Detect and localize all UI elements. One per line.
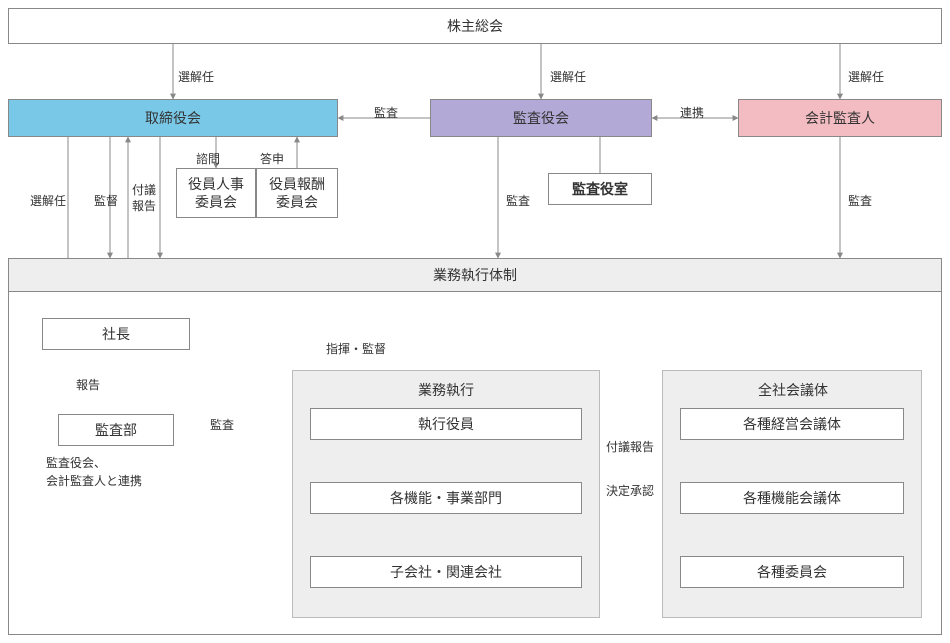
node-label: 社長 — [102, 324, 130, 344]
edge-label: 報告 — [76, 376, 100, 393]
node-divisions: 各機能・事業部門 — [310, 482, 582, 514]
node-subsidiaries: 子会社・関連会社 — [310, 556, 582, 588]
node-board-of-directors: 取締役会 — [8, 99, 338, 137]
node-mgmt-councils: 各種経営会議体 — [680, 408, 904, 440]
node-label: 各機能・事業部門 — [390, 488, 502, 508]
edge-label: 監査 — [210, 416, 234, 433]
node-various-committees: 各種委員会 — [680, 556, 904, 588]
node-remuneration-committee: 役員報酬 委員会 — [256, 168, 338, 218]
group-title-councils: 全社会議体 — [758, 380, 828, 400]
edge-label: 監督 — [94, 192, 118, 209]
node-func-councils: 各種機能会議体 — [680, 482, 904, 514]
edge-label: 諮問 — [196, 150, 220, 167]
edge-label: 答申 — [260, 150, 284, 167]
edge-label: 付議 報告 — [132, 183, 156, 214]
edge-label: 選解任 — [550, 68, 586, 85]
node-label: 各種経営会議体 — [743, 414, 841, 434]
group-title-exec: 業務執行 — [418, 380, 474, 400]
edge-label: 決定承認 — [606, 482, 654, 499]
note-audit-coop: 監査役会、 会計監査人と連携 — [46, 454, 142, 490]
node-audit-department: 監査部 — [58, 414, 174, 446]
node-label: 執行役員 — [418, 414, 474, 434]
edge-label: 監査 — [506, 192, 530, 209]
node-label: 各種委員会 — [757, 562, 827, 582]
edge-label: 選解任 — [30, 192, 66, 209]
node-label: 各種機能会議体 — [743, 488, 841, 508]
node-exec-system-bar: 業務執行体制 — [8, 258, 942, 292]
node-audit-office: 監査役室 — [548, 173, 652, 205]
node-label: 業務執行体制 — [433, 265, 517, 285]
edge-label: 付議報告 — [606, 438, 654, 455]
node-label: 会計監査人 — [805, 108, 875, 128]
node-nomination-committee: 役員人事 委員会 — [176, 168, 256, 218]
node-executive-officers: 執行役員 — [310, 408, 582, 440]
node-label: 取締役会 — [145, 108, 201, 128]
node-label: 役員人事 委員会 — [188, 175, 244, 211]
node-label: 株主総会 — [447, 16, 503, 36]
edge-label: 選解任 — [848, 68, 884, 85]
node-accounting-auditor: 会計監査人 — [738, 99, 942, 137]
note-line: 会計監査人と連携 — [46, 474, 142, 488]
edge-label: 監査 — [374, 104, 398, 121]
node-label: 監査役室 — [572, 179, 628, 199]
edge-label: 監査 — [848, 192, 872, 209]
node-label: 監査部 — [95, 420, 137, 440]
edge-label: 指揮・監督 — [326, 340, 386, 357]
node-label: 監査役会 — [513, 108, 569, 128]
node-label: 役員報酬 委員会 — [269, 175, 325, 211]
node-shareholders: 株主総会 — [8, 8, 942, 44]
node-audit-board: 監査役会 — [430, 99, 652, 137]
node-president: 社長 — [42, 318, 190, 350]
node-label: 子会社・関連会社 — [390, 562, 502, 582]
edge-label: 選解任 — [178, 68, 214, 85]
edge-label: 連携 — [680, 104, 704, 121]
note-line: 監査役会、 — [46, 456, 106, 470]
